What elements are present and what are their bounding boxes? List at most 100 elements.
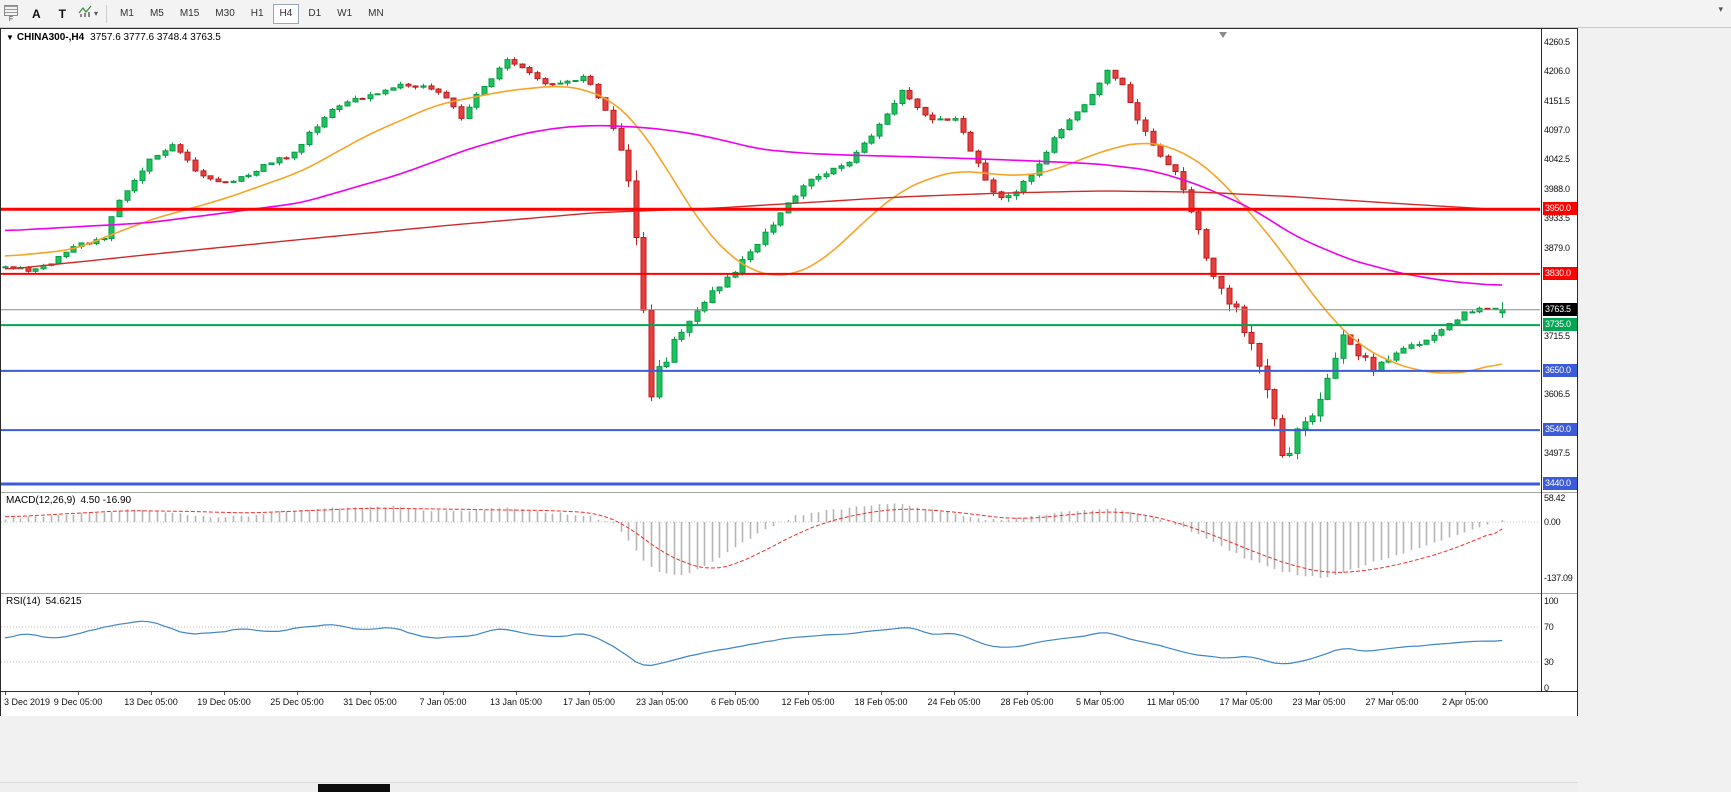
date-tick bbox=[662, 692, 663, 695]
price-tick: 4151.5 bbox=[1544, 96, 1570, 106]
date-label: 25 Dec 05:00 bbox=[270, 697, 324, 707]
date-label: 9 Dec 05:00 bbox=[53, 697, 103, 707]
price-tick: 4206.0 bbox=[1544, 66, 1570, 76]
dropdown-caret-icon: ▾ bbox=[94, 9, 99, 18]
current-price-label: 3763.5 bbox=[1543, 303, 1577, 316]
macd-values-text: 4.50 -16.90 bbox=[80, 495, 132, 506]
timeframe-m5-button[interactable]: M5 bbox=[143, 4, 171, 24]
timeframe-m30-button[interactable]: M30 bbox=[208, 4, 241, 24]
price-tick: 3606.5 bbox=[1544, 389, 1570, 399]
macd-axis-tick: -137.09 bbox=[1544, 573, 1573, 583]
top-toolbar: F A T ▾ M1 M5 M15 M30 H1 H4 D1 W1 MN ▾ bbox=[0, 0, 1731, 28]
chart-window: ▼ CHINA300-,H4 3757.6 3777.6 3748.4 3763.5… bbox=[0, 28, 1578, 716]
date-label: 18 Feb 05:00 bbox=[854, 697, 908, 707]
timeframe-h4-button[interactable]: H4 bbox=[272, 3, 300, 24]
price-tick: 3715.5 bbox=[1544, 331, 1570, 341]
price-tick: 3879.0 bbox=[1544, 243, 1570, 253]
indicators-dropdown-button[interactable]: ▾ bbox=[78, 4, 98, 23]
date-tick bbox=[78, 692, 79, 695]
date-tick bbox=[224, 692, 225, 695]
scrollbar-thumb[interactable] bbox=[318, 784, 390, 792]
date-label: 24 Feb 05:00 bbox=[927, 697, 981, 707]
timeframe-h1-button[interactable]: H1 bbox=[244, 4, 271, 24]
date-tick bbox=[297, 692, 298, 695]
date-tick bbox=[954, 692, 955, 695]
timeframe-group: M1 M5 M15 M30 H1 H4 D1 W1 MN bbox=[112, 3, 392, 24]
date-tick bbox=[589, 692, 590, 695]
timeframe-mn-button[interactable]: MN bbox=[361, 4, 391, 24]
hline-price-label: 3735.0 bbox=[1543, 318, 1577, 331]
chart-shift-marker[interactable] bbox=[1219, 32, 1227, 38]
date-tick bbox=[1173, 692, 1174, 695]
horizontal-scrollbar[interactable] bbox=[0, 782, 1578, 792]
date-tick bbox=[881, 692, 882, 695]
hline-price-label: 3950.0 bbox=[1543, 202, 1577, 215]
rsi-axis-tick: 70 bbox=[1544, 622, 1554, 632]
symbol-period-text: CHINA300-,H4 bbox=[16, 32, 85, 43]
timeframe-m15-button[interactable]: M15 bbox=[173, 4, 206, 24]
date-label: 7 Jan 05:00 bbox=[419, 697, 467, 707]
price-axis[interactable]: 4260.5 4206.0 4151.5 4097.0 4042.5 3988.0 3933… bbox=[1543, 29, 1577, 693]
price-tick: 4097.0 bbox=[1544, 125, 1570, 135]
hline-price-label: 3440.0 bbox=[1543, 477, 1577, 490]
toolbar-overflow-icon[interactable]: ▾ bbox=[1718, 4, 1723, 14]
symbol-ohlc-label: ▼ CHINA300-,H4 3757.6 3777.6 3748.4 3763.5 bbox=[6, 32, 221, 43]
date-label: 6 Feb 05:00 bbox=[710, 697, 760, 707]
date-tick bbox=[735, 692, 736, 695]
date-axis[interactable]: 3 Dec 2019 9 Dec 05:00 13 Dec 05:00 19 Dec … bbox=[1, 691, 1577, 716]
date-tick bbox=[1246, 692, 1247, 695]
rsi-value-text: 54.6215 bbox=[45, 596, 82, 607]
timeframe-w1-button[interactable]: W1 bbox=[330, 4, 359, 24]
moving-averages-layer bbox=[4, 85, 1503, 374]
price-tick: 3933.5 bbox=[1544, 213, 1570, 223]
date-label: 13 Dec 05:00 bbox=[124, 697, 178, 707]
date-label: 19 Dec 05:00 bbox=[197, 697, 251, 707]
date-tick bbox=[1100, 692, 1101, 695]
pane-separator-macd[interactable] bbox=[1, 492, 1577, 493]
date-tick bbox=[1027, 692, 1028, 695]
pane-separator-rsi[interactable] bbox=[1, 593, 1577, 594]
date-label: 23 Jan 05:00 bbox=[635, 697, 689, 707]
rsi-axis-tick: 0 bbox=[1544, 683, 1549, 693]
rsi-name-text: RSI(14) bbox=[6, 596, 41, 607]
arrow-tool-button[interactable]: A bbox=[25, 4, 48, 24]
quick-toolbar-button[interactable]: F bbox=[2, 4, 20, 23]
horizontal-lines-layer bbox=[1, 207, 1540, 486]
timeframe-m1-button[interactable]: M1 bbox=[113, 4, 141, 24]
price-tick: 3497.5 bbox=[1544, 448, 1570, 458]
macd-pane[interactable] bbox=[1, 493, 1541, 593]
macd-label: MACD(12,26,9) 4.50 -16.90 bbox=[6, 495, 131, 506]
date-label: 17 Mar 05:00 bbox=[1219, 697, 1273, 707]
macd-axis-tick: 58.42 bbox=[1544, 493, 1566, 503]
date-label: 2 Apr 05:00 bbox=[1441, 697, 1489, 707]
price-tick: 4260.5 bbox=[1544, 37, 1570, 47]
rsi-axis-tick: 30 bbox=[1544, 657, 1554, 667]
date-tick bbox=[1392, 692, 1393, 695]
date-tick bbox=[370, 692, 371, 695]
list-icon bbox=[4, 4, 18, 16]
date-label: 31 Dec 05:00 bbox=[343, 697, 397, 707]
price-axis-divider bbox=[1541, 29, 1542, 691]
date-tick bbox=[1319, 692, 1320, 695]
date-label: 23 Mar 05:00 bbox=[1292, 697, 1346, 707]
date-label: 12 Feb 05:00 bbox=[781, 697, 835, 707]
date-label: 17 Jan 05:00 bbox=[562, 697, 616, 707]
candles-layer bbox=[2, 57, 1506, 460]
left-icon-label: F bbox=[8, 15, 14, 23]
main-price-chart[interactable] bbox=[1, 29, 1541, 492]
rsi-pane[interactable] bbox=[1, 594, 1541, 691]
date-tick bbox=[443, 692, 444, 695]
hline-price-label: 3540.0 bbox=[1543, 423, 1577, 436]
indicator-icon bbox=[78, 4, 92, 23]
date-label: 13 Jan 05:00 bbox=[489, 697, 543, 707]
one-click-trading-arrow[interactable]: ▼ bbox=[6, 33, 14, 42]
date-tick bbox=[516, 692, 517, 695]
text-tool-button[interactable]: T bbox=[52, 4, 73, 24]
date-label: 3 Dec 2019 bbox=[4, 697, 51, 707]
timeframe-d1-button[interactable]: D1 bbox=[301, 4, 328, 24]
ohlc-values-text: 3757.6 3777.6 3748.4 3763.5 bbox=[90, 32, 221, 43]
rsi-label: RSI(14) 54.6215 bbox=[6, 596, 82, 607]
date-tick bbox=[151, 692, 152, 695]
date-tick bbox=[808, 692, 809, 695]
hline-price-label: 3650.0 bbox=[1543, 364, 1577, 377]
